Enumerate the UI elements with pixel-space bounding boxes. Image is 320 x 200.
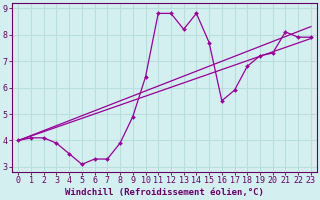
X-axis label: Windchill (Refroidissement éolien,°C): Windchill (Refroidissement éolien,°C) (65, 188, 264, 197)
